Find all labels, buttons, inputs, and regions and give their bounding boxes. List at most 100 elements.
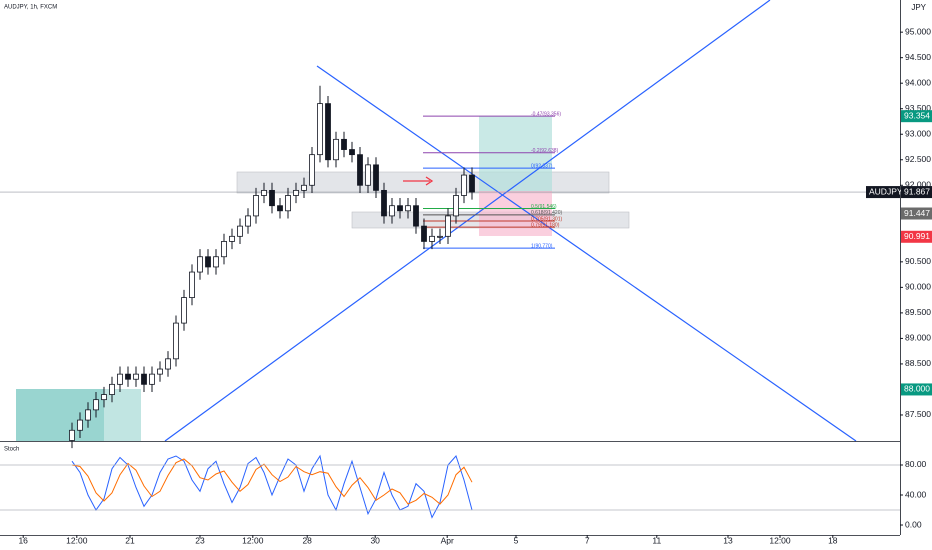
y-tick-label: 93.000 <box>905 128 931 138</box>
x-tick-label: 13 <box>723 535 733 545</box>
x-tick-label: 12:00 <box>242 535 264 545</box>
position-stop <box>479 191 552 236</box>
candle-body <box>85 409 91 421</box>
candle-body <box>101 394 107 401</box>
price-badge-label: 88.000 <box>904 384 930 394</box>
x-tick-label: 12:00 <box>66 535 88 545</box>
candle-body <box>277 205 283 212</box>
y-tick-label: 87.500 <box>905 409 931 419</box>
last-price-label: 91.867 <box>904 186 930 196</box>
price-badge <box>901 110 932 123</box>
candle-body <box>349 149 355 156</box>
fib-label: 0.618(91.420) <box>531 210 562 216</box>
candle-body <box>341 138 347 150</box>
fib-label: 0.5(91.546) <box>531 204 557 210</box>
candle-body <box>285 195 291 212</box>
candle-body <box>381 189 387 217</box>
y-tick-label: 40.00 <box>905 489 927 499</box>
y-tick-label: 89.000 <box>905 333 931 343</box>
candle-body <box>229 235 235 242</box>
y-tick-label: 93.500 <box>905 103 931 113</box>
y-tick-label: 92.500 <box>905 154 931 164</box>
candle-body <box>189 271 195 298</box>
candle-body <box>245 215 251 227</box>
candle-body <box>69 429 75 441</box>
y-tick-label: 95.000 <box>905 26 931 36</box>
x-tick-label: 30 <box>370 535 380 545</box>
x-tick-label: 7 <box>585 535 590 545</box>
x-tick-label: 23 <box>195 535 205 545</box>
x-tick-label: 5 <box>514 535 519 545</box>
price-badge <box>901 207 932 220</box>
candle-body <box>469 174 475 193</box>
x-tick-label: 21 <box>125 535 135 545</box>
price-badge-label: 93.354 <box>904 110 930 120</box>
candle-body <box>125 373 131 380</box>
y-tick-label: 0.00 <box>905 519 922 529</box>
candle-body <box>197 256 203 273</box>
x-tick-label: 28 <box>302 535 312 545</box>
x-tick-label: 11 <box>652 535 661 545</box>
position-target <box>479 116 552 191</box>
arrow-head <box>425 176 434 186</box>
candle-body <box>269 189 275 207</box>
stoch-line <box>71 454 473 519</box>
candle-body <box>405 205 411 212</box>
x-tick-label: 18 <box>828 535 838 545</box>
candle-body <box>205 256 211 268</box>
y-tick-label: 90.500 <box>905 256 931 266</box>
fib-label: -0.47(93.356) <box>531 111 561 117</box>
candle-body <box>357 154 363 186</box>
candle-body <box>421 225 427 242</box>
candle-body <box>165 358 171 370</box>
symbol-badge <box>866 186 900 199</box>
candle-body <box>333 138 339 161</box>
last-price-badge <box>901 186 932 199</box>
candle-body <box>173 322 179 360</box>
candle-body <box>93 399 99 411</box>
candle-body <box>309 154 315 186</box>
candle-body <box>453 195 459 217</box>
candle-body <box>117 373 123 385</box>
chart-title: AUDJPY, 1h, FXCM <box>4 5 57 11</box>
x-tick-label: Apr <box>441 535 454 545</box>
resistance-zone <box>236 171 610 194</box>
candle-body <box>237 225 243 237</box>
candle-body <box>141 373 147 385</box>
symbol-label: AUDJPY <box>869 186 903 196</box>
y-tick-label: 92.000 <box>905 180 931 190</box>
y-tick-label: 89.500 <box>905 307 931 317</box>
fib-label: 1(90.770) <box>531 243 553 249</box>
candle-body <box>221 241 227 258</box>
candle-body <box>317 103 323 156</box>
fib-label: -0.2(92.638) <box>531 148 559 154</box>
candle-body <box>133 373 139 380</box>
candle-body <box>445 215 451 237</box>
y-tick-label: 88.500 <box>905 358 931 368</box>
candle-body <box>293 189 299 196</box>
candle-body <box>461 174 467 196</box>
price-badge <box>901 230 932 243</box>
candle-body <box>429 235 435 242</box>
x-tick-label: 12:00 <box>769 535 791 545</box>
candle-body <box>325 103 331 161</box>
fib-label: 0(92.337) <box>531 163 553 169</box>
candle-body <box>213 256 219 268</box>
candle-body <box>181 297 187 324</box>
candle-body <box>253 195 259 217</box>
y-tick-label: 94.000 <box>905 77 931 87</box>
candle-body <box>109 383 115 395</box>
long-box-profit-light <box>104 389 141 441</box>
indicator-title: Stoch <box>4 447 19 453</box>
y-tick-label: 94.500 <box>905 52 931 62</box>
trend-line <box>316 65 857 442</box>
price-badge <box>901 383 932 396</box>
candle-body <box>261 189 267 196</box>
unit-label: JPY <box>911 3 926 12</box>
y-tick-label: 90.000 <box>905 282 931 292</box>
candle-body <box>365 164 371 186</box>
x-tick-label: 16 <box>18 535 28 545</box>
y-tick-label: 80.00 <box>905 459 927 469</box>
